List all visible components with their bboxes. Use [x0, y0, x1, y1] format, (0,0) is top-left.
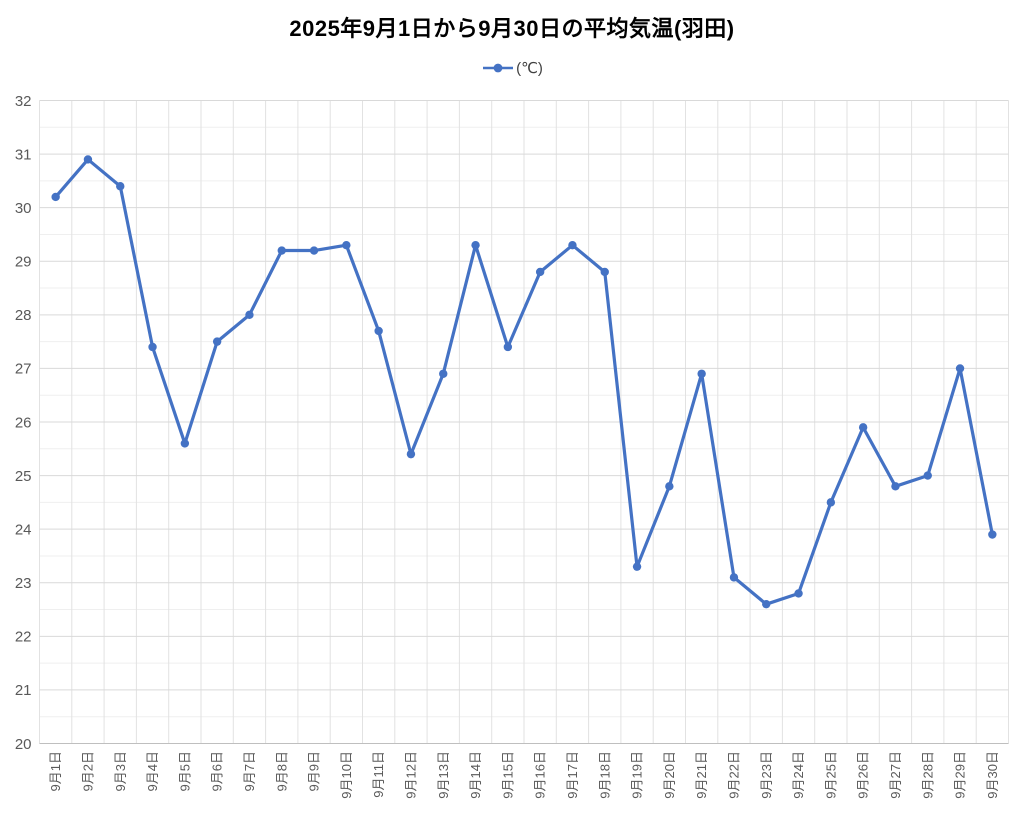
x-axis-tick-label: 9月27日 — [888, 751, 903, 799]
y-axis-tick-label: 21 — [15, 682, 32, 699]
y-axis-tick-label: 28 — [15, 307, 32, 324]
x-axis-tick-label: 9月18日 — [597, 751, 612, 799]
data-point-marker — [762, 599, 771, 609]
y-axis-tick-label: 25 — [15, 468, 32, 485]
y-axis-tick-label: 30 — [15, 200, 32, 217]
x-axis-tick-label: 9月11日 — [371, 751, 386, 798]
data-point-marker — [891, 482, 900, 491]
x-axis-tick-label: 9月19日 — [630, 751, 645, 799]
x-axis-tick-label: 9月6日 — [210, 751, 225, 791]
data-point-marker — [600, 267, 609, 277]
data-point-marker — [471, 240, 480, 250]
y-axis-tick-label: 22 — [15, 629, 32, 646]
data-point-marker — [697, 369, 706, 378]
data-point-marker — [503, 342, 513, 352]
data-point-marker — [535, 267, 545, 277]
data-point-marker — [51, 192, 60, 202]
x-axis-tick-label: 9月29日 — [953, 751, 968, 799]
data-point-marker — [245, 310, 254, 320]
data-point-marker — [374, 326, 383, 336]
data-point-marker — [83, 155, 93, 164]
data-point-marker — [665, 482, 674, 491]
data-point-marker — [923, 471, 932, 480]
y-axis-tick-label: 24 — [15, 521, 32, 538]
x-axis-tick-label: 9月5日 — [177, 751, 192, 791]
y-axis-tick-label: 23 — [15, 575, 32, 592]
x-axis-tick-label: 9月30日 — [985, 751, 1000, 799]
x-axis-tick-label: 9月26日 — [856, 751, 871, 799]
x-axis-tick-label: 9月21日 — [694, 751, 709, 799]
x-axis-tick-label: 9月3日 — [113, 751, 128, 791]
x-axis-tick-label: 9月2日 — [80, 751, 95, 791]
x-axis-tick-label: 9月23日 — [759, 751, 774, 799]
x-axis-tick-label: 9月28日 — [920, 751, 935, 799]
data-point-marker — [116, 182, 125, 191]
data-point-marker — [568, 240, 577, 250]
x-axis-tick-label: 9月10日 — [339, 751, 354, 799]
data-point-marker — [148, 342, 157, 352]
data-point-marker — [406, 449, 416, 459]
x-axis-tick-label: 9月13日 — [436, 751, 451, 799]
data-point-marker — [826, 498, 836, 507]
x-axis-tick-label: 9月4日 — [145, 751, 160, 791]
x-axis-tick-label: 9月1日 — [48, 751, 63, 791]
x-axis-tick-label: 9月17日 — [565, 751, 580, 799]
x-axis-tick-label: 9月15日 — [500, 751, 515, 799]
y-axis-tick-label: 26 — [15, 414, 32, 431]
chart-title: 2025年9月1日から9月30日の平均気温(羽田) — [289, 16, 735, 41]
y-axis-tick-label: 31 — [15, 146, 32, 163]
data-point-marker — [439, 369, 448, 378]
data-point-marker — [212, 337, 222, 346]
data-point-marker — [794, 589, 803, 598]
data-point-marker — [632, 562, 642, 571]
y-axis-tick-label: 32 — [15, 93, 32, 110]
x-axis-tick-label: 9月20日 — [662, 751, 677, 799]
x-axis-tick-label: 9月25日 — [823, 751, 838, 799]
y-axis-tick-label: 20 — [15, 736, 32, 753]
x-axis-tick-label: 9月14日 — [468, 751, 483, 799]
legend-label: (℃) — [516, 60, 543, 77]
data-point-marker — [858, 423, 868, 432]
legend: (℃) — [0, 59, 1024, 77]
x-axis-tick-label: 9月22日 — [727, 751, 742, 799]
x-axis-tick-label: 9月24日 — [791, 751, 806, 799]
data-point-marker — [729, 573, 739, 582]
legend-marker-icon — [483, 63, 514, 73]
data-point-marker — [988, 530, 997, 539]
x-axis-tick-label: 9月8日 — [274, 751, 289, 791]
y-axis-tick-label: 29 — [15, 254, 32, 271]
data-point-marker — [309, 246, 319, 255]
y-axis-tick-label: 27 — [15, 361, 32, 378]
x-axis-tick-label: 9月7日 — [242, 751, 257, 791]
x-axis-tick-label: 9月9日 — [307, 751, 322, 791]
data-point-marker — [277, 246, 286, 255]
data-point-marker — [180, 439, 190, 448]
data-point-marker — [342, 240, 351, 250]
data-point-marker — [955, 364, 965, 373]
x-axis-tick-label: 9月12日 — [404, 751, 419, 799]
series-line — [54, 157, 994, 606]
x-axis-tick-label: 9月16日 — [533, 751, 548, 799]
